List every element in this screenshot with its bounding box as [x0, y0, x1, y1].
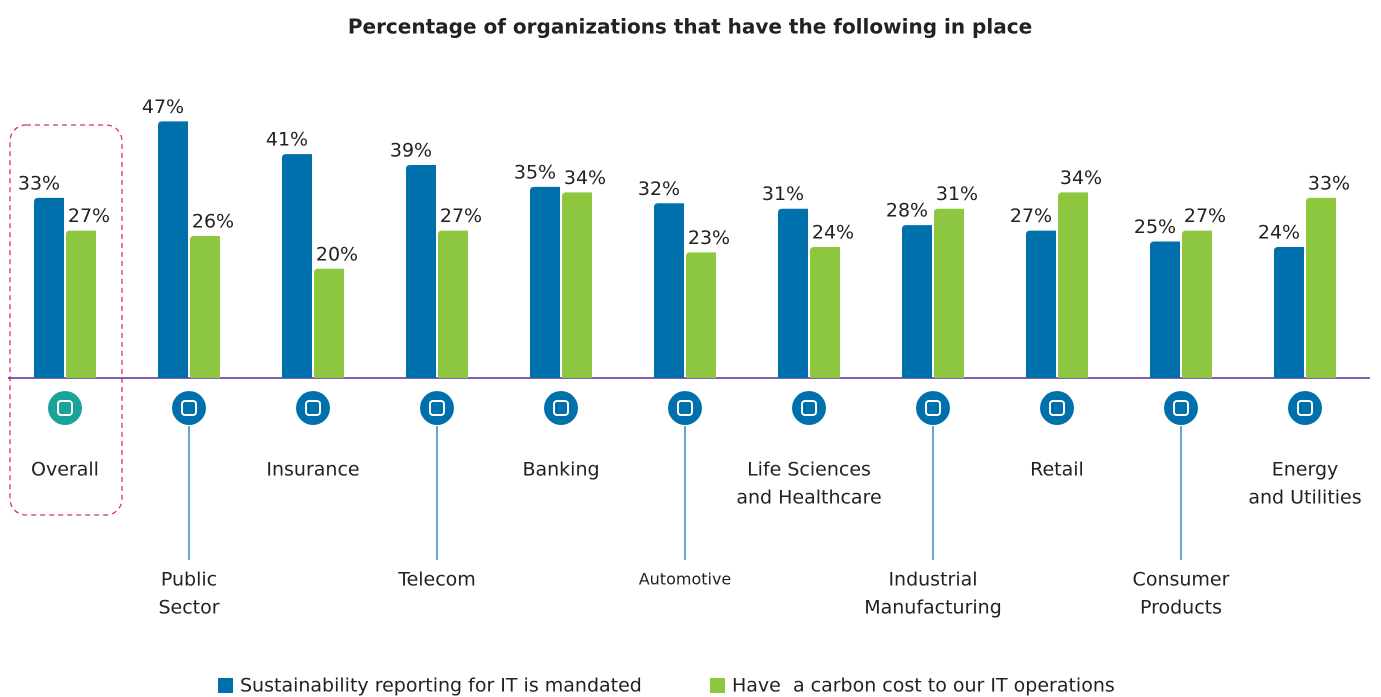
x-tick-label: Manufacturing: [864, 597, 1002, 619]
category-icon: [420, 391, 454, 425]
icon-glyph: [57, 400, 73, 416]
bar: [1150, 241, 1180, 378]
icon-glyph: [801, 400, 817, 416]
legend-swatch: [710, 678, 725, 693]
value-label: 24%: [812, 221, 854, 243]
bar: [1274, 246, 1304, 378]
icon-glyph: [1049, 400, 1065, 416]
bar: [1026, 230, 1056, 378]
category-icon: [1288, 391, 1322, 425]
category-icon: [1040, 391, 1074, 425]
x-tick-label: Products: [1140, 597, 1222, 619]
icon-glyph: [305, 400, 321, 416]
x-tick-label: Retail: [1030, 459, 1084, 481]
category-icon: [668, 391, 702, 425]
icon-glyph: [553, 400, 569, 416]
x-tick-label: Public: [161, 569, 217, 591]
bar: [934, 208, 964, 378]
icon-glyph: [1173, 400, 1189, 416]
bar: [66, 230, 96, 378]
category-icon: [48, 391, 82, 425]
bar: [530, 186, 560, 378]
value-label: 27%: [440, 205, 482, 227]
value-label: 31%: [762, 183, 804, 205]
bar: [810, 246, 840, 378]
bar: [778, 208, 808, 378]
legend-label: Have a carbon cost to our IT operations: [732, 675, 1115, 697]
bar: [902, 225, 932, 378]
category-icon: [916, 391, 950, 425]
icon-glyph: [429, 400, 445, 416]
value-label: 24%: [1258, 221, 1300, 243]
icon-glyph: [925, 400, 941, 416]
x-tick-label: Energy: [1272, 459, 1339, 481]
value-label: 47%: [142, 96, 184, 118]
bar: [438, 230, 468, 378]
highlight-box: [9, 124, 123, 516]
value-label: 31%: [936, 183, 978, 205]
value-label: 25%: [1134, 216, 1176, 238]
category-icon: [792, 391, 826, 425]
value-label: 27%: [1010, 205, 1052, 227]
x-tick-label: Telecom: [397, 569, 476, 591]
bar: [158, 121, 188, 378]
icon-glyph: [1297, 400, 1313, 416]
value-label: 34%: [564, 167, 606, 189]
value-label: 35%: [514, 161, 556, 183]
x-tick-label: Consumer: [1133, 569, 1230, 591]
bar: [406, 165, 436, 378]
icon-glyph: [677, 400, 693, 416]
value-label: 20%: [316, 243, 358, 265]
value-label: 34%: [1060, 167, 1102, 189]
value-label: 33%: [18, 172, 60, 194]
bar: [654, 203, 684, 378]
legend-swatch: [218, 678, 233, 693]
value-label: 26%: [192, 211, 234, 233]
bar: [1306, 197, 1336, 378]
x-tick-label: and Utilities: [1248, 487, 1361, 509]
icon-glyph: [181, 400, 197, 416]
bar: [190, 236, 220, 378]
category-icon: [1164, 391, 1198, 425]
bar: [1182, 230, 1212, 378]
bar: [1058, 192, 1088, 378]
bar: [562, 192, 592, 378]
x-tick-label: Banking: [522, 459, 599, 481]
x-tick-label: and Healthcare: [736, 487, 881, 509]
value-label: 39%: [390, 140, 432, 162]
value-label: 28%: [886, 200, 928, 222]
category-icon: [296, 391, 330, 425]
value-label: 33%: [1308, 172, 1350, 194]
x-tick-label: Sector: [158, 597, 219, 619]
x-tick-label: Industrial: [888, 569, 977, 591]
x-tick-label: Overall: [31, 459, 99, 481]
category-icon: [544, 391, 578, 425]
category-icon: [172, 391, 206, 425]
x-tick-label: Life Sciences: [747, 459, 871, 481]
value-label: 27%: [1184, 205, 1226, 227]
x-tick-label: Insurance: [266, 459, 359, 481]
bar: [34, 197, 64, 378]
chart-title: Percentage of organizations that have th…: [348, 15, 1032, 39]
bar: [282, 154, 312, 378]
value-label: 41%: [266, 129, 308, 151]
value-label: 27%: [68, 205, 110, 227]
legend-label: Sustainability reporting for IT is manda…: [240, 675, 642, 697]
bar: [314, 268, 344, 378]
x-tick-label: Automotive: [639, 570, 732, 589]
bar: [686, 252, 716, 378]
value-label: 32%: [638, 178, 680, 200]
value-label: 23%: [688, 227, 730, 249]
